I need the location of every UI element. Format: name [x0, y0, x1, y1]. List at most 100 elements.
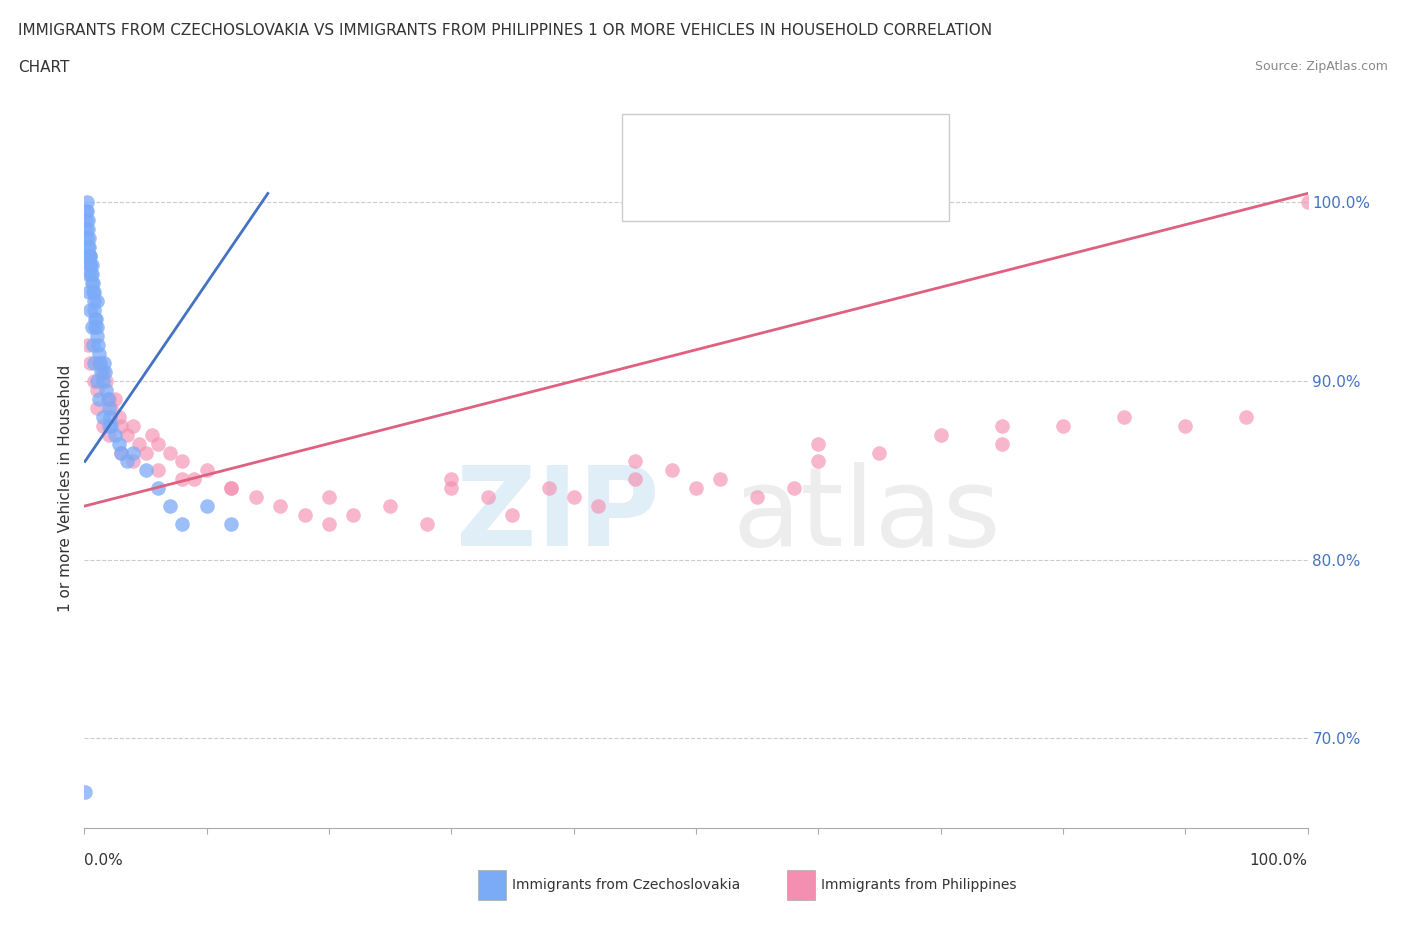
Point — [86, 320, 108, 335]
FancyBboxPatch shape — [621, 113, 949, 221]
Point — [538, 481, 561, 496]
Point — [84, 311, 107, 326]
Point — [80, 266, 103, 281]
Point — [1052, 418, 1074, 433]
Point — [77, 221, 100, 236]
Point — [991, 436, 1014, 451]
Point — [91, 409, 114, 424]
Text: Immigrants from Czechoslovakia: Immigrants from Czechoslovakia — [512, 878, 740, 893]
Point — [75, 221, 97, 236]
Point — [86, 382, 108, 397]
Point — [89, 356, 111, 371]
Point — [73, 785, 96, 800]
Point — [76, 195, 98, 210]
Point — [79, 258, 101, 272]
Point — [245, 490, 267, 505]
Text: IMMIGRANTS FROM CZECHOSLOVAKIA VS IMMIGRANTS FROM PHILIPPINES 1 OR MORE VEHICLES: IMMIGRANTS FROM CZECHOSLOVAKIA VS IMMIGR… — [18, 23, 993, 38]
Point — [110, 445, 132, 460]
Point — [96, 374, 118, 389]
Point — [100, 401, 122, 416]
Text: 0.0%: 0.0% — [84, 853, 124, 868]
Point — [79, 258, 101, 272]
Point — [86, 293, 108, 308]
Point — [83, 311, 105, 326]
Point — [135, 463, 157, 478]
Point — [96, 382, 118, 397]
Point — [107, 436, 129, 451]
Point — [128, 436, 150, 451]
Point — [97, 392, 120, 406]
Point — [90, 365, 112, 379]
Point — [82, 285, 104, 299]
Point — [76, 204, 98, 219]
Point — [440, 472, 463, 486]
Point — [183, 472, 205, 486]
Point — [219, 481, 242, 496]
Text: atlas: atlas — [733, 462, 1001, 569]
Point — [501, 508, 523, 523]
Point — [79, 356, 101, 371]
Point — [416, 516, 439, 531]
Point — [146, 463, 169, 478]
Point — [586, 498, 609, 513]
Point — [219, 516, 242, 531]
Point — [97, 427, 120, 442]
Point — [80, 258, 103, 272]
Point — [83, 356, 105, 371]
Text: ZIP: ZIP — [456, 462, 659, 569]
Text: R = 0.337   N = 65: R = 0.337 N = 65 — [696, 134, 866, 152]
Y-axis label: 1 or more Vehicles in Household: 1 or more Vehicles in Household — [58, 365, 73, 612]
Point — [87, 356, 110, 371]
Text: Immigrants from Philippines: Immigrants from Philippines — [821, 878, 1017, 893]
Point — [87, 338, 110, 352]
Point — [172, 472, 194, 486]
Point — [77, 338, 100, 352]
Point — [97, 392, 120, 406]
Point — [110, 445, 132, 460]
Point — [77, 285, 100, 299]
Point — [79, 248, 101, 263]
Point — [82, 338, 104, 352]
Point — [91, 374, 114, 389]
Point — [76, 248, 98, 263]
Point — [94, 365, 117, 379]
Point — [380, 498, 402, 513]
Point — [93, 356, 115, 371]
Point — [80, 266, 103, 281]
Point — [624, 472, 647, 486]
Point — [75, 204, 97, 219]
Point — [172, 454, 194, 469]
Point — [77, 231, 100, 246]
Text: Source: ZipAtlas.com: Source: ZipAtlas.com — [1254, 60, 1388, 73]
Point — [82, 275, 104, 290]
Point — [110, 418, 132, 433]
Point — [1114, 409, 1136, 424]
Point — [685, 481, 707, 496]
Point — [122, 418, 145, 433]
Text: CHART: CHART — [18, 60, 70, 75]
Point — [783, 481, 806, 496]
Text: R = 0.385   N = 64: R = 0.385 N = 64 — [696, 180, 866, 199]
Point — [86, 374, 108, 389]
Point — [98, 409, 121, 424]
Point — [1174, 418, 1197, 433]
Point — [747, 490, 769, 505]
Point — [77, 266, 100, 281]
Point — [195, 463, 218, 478]
Point — [77, 213, 100, 228]
Point — [83, 293, 105, 308]
Point — [135, 445, 157, 460]
Point — [269, 498, 291, 513]
Point — [807, 436, 830, 451]
Point — [87, 392, 110, 406]
Point — [440, 481, 463, 496]
Point — [77, 248, 100, 263]
Point — [83, 302, 105, 317]
Point — [294, 508, 316, 523]
Point — [83, 285, 105, 299]
Point — [1234, 409, 1257, 424]
Point — [100, 418, 122, 433]
Point — [84, 320, 107, 335]
Point — [159, 498, 181, 513]
Point — [104, 427, 127, 442]
